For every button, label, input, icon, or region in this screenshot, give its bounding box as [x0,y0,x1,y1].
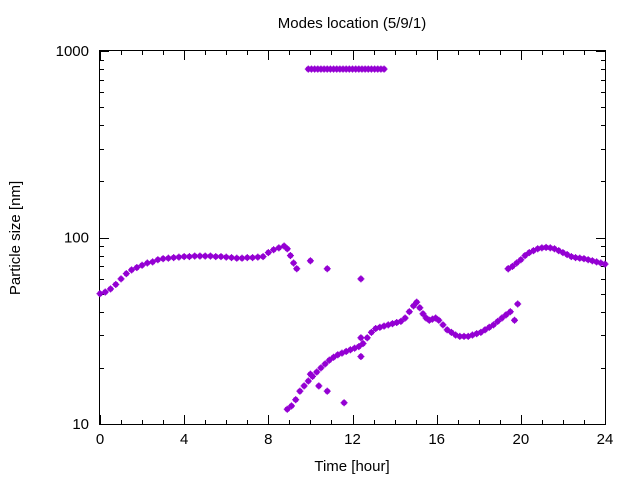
x-tick-label: 8 [264,431,272,448]
data-point [428,315,436,323]
data-point [112,280,120,288]
data-point [502,311,510,319]
data-point [149,258,157,266]
data-point [96,290,104,298]
y-tick-label: 1000 [56,43,89,60]
data-point [290,259,298,267]
data-point [317,364,325,372]
axis-ticks [100,51,606,425]
data-point [511,316,519,324]
data-point [485,323,493,331]
data-point [494,317,502,325]
data-point [546,244,554,252]
data-point [401,314,409,322]
chart-title: Modes location (5/9/1) [278,15,426,32]
x-tick-label: 24 [597,431,614,448]
x-tick-label: 4 [180,431,188,448]
data-point [419,310,427,318]
data-point [286,252,294,260]
data-point [323,265,331,273]
data-point [477,328,485,336]
data-point [122,270,130,278]
data-point [264,249,272,257]
data-point [439,321,447,329]
data-point [143,259,151,267]
data-point [101,288,109,296]
data-point [128,266,136,274]
data-point [313,368,321,376]
data-point [138,261,146,269]
data-point [521,252,529,260]
data-point [107,285,115,293]
data-point [355,343,363,351]
data-point [513,259,521,267]
data-point [259,253,267,261]
data-point [410,302,418,310]
data-point [270,246,278,254]
data-point [340,399,348,407]
data-point [304,377,312,385]
data-point [283,245,291,253]
data-point [506,308,514,316]
data-point [397,317,405,325]
x-tick-label: 20 [512,431,529,448]
data-point [514,300,522,308]
data-point [363,334,371,342]
x-tick-label: 0 [96,431,104,448]
data-point [293,265,301,273]
y-tick-labels: 10 100 1000 [56,43,89,433]
data-point [306,257,314,265]
data-point [367,328,375,336]
data-point [154,256,162,264]
data-point [315,382,323,390]
data-point [481,326,489,334]
data-point [504,265,512,273]
data-point [117,275,125,283]
data-point [357,353,365,361]
data-point [296,387,304,395]
y-axis-label: Particle size [nm] [7,181,24,295]
data-point [222,253,230,261]
data-point [517,256,525,264]
x-tick-label: 12 [344,431,361,448]
data-point [159,255,167,263]
data-point [300,382,308,390]
data-point [243,254,251,262]
data-point [405,308,413,316]
y-tick-label: 100 [64,230,89,247]
data-point [133,264,141,272]
data-point [443,326,451,334]
data-point [323,387,331,395]
data-point [413,298,421,306]
data-point [357,334,365,342]
data-point [357,275,365,283]
data-point [321,360,329,368]
data-point [380,65,388,73]
data-point [416,304,424,312]
data-point [283,405,291,413]
data-point [498,314,506,322]
data-point [196,252,204,260]
data-point [508,262,516,270]
x-tick-label: 16 [428,431,445,448]
data-point [435,316,443,324]
data-point [292,396,300,404]
x-axis-label: Time [hour] [314,458,389,475]
data-point [330,353,338,361]
data-point [601,260,609,268]
x-tick-labels: 0 4 8 12 16 20 24 [96,431,614,448]
data-point [287,402,295,410]
data-point [359,340,367,348]
data-point [489,321,497,329]
plot-frame [99,50,606,425]
data-point [306,370,314,378]
data-point [275,244,283,252]
data-points [96,65,609,413]
data-point [164,254,172,262]
data-point [447,328,455,336]
data-point [325,356,333,364]
y-tick-label: 10 [72,416,89,433]
